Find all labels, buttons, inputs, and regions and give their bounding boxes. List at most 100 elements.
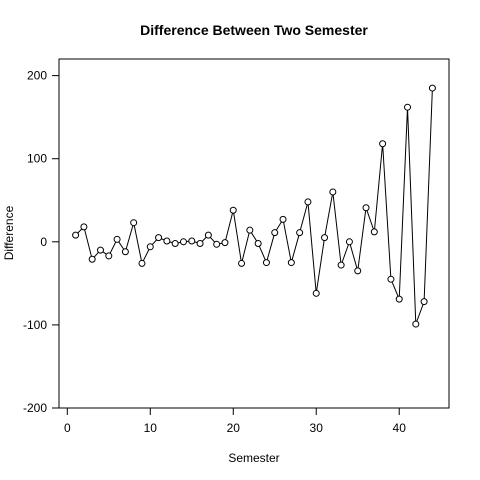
data-point — [312, 289, 320, 297]
x-axis: 0 10 20 30 40 — [64, 408, 406, 435]
line-segment — [275, 221, 282, 231]
data-point — [395, 295, 403, 303]
line-segment — [77, 228, 83, 234]
line-segment — [125, 225, 134, 250]
line-segment — [210, 237, 216, 243]
data-point — [105, 252, 113, 260]
line-segment — [102, 251, 107, 255]
x-tick-label: 20 — [227, 421, 241, 435]
data-point — [337, 261, 345, 269]
y-tick-label: -100 — [23, 318, 47, 332]
x-tick-label: 40 — [393, 421, 407, 435]
data-point — [121, 248, 129, 256]
line-segment — [423, 91, 433, 299]
data-point — [96, 246, 104, 254]
x-tick-label: 30 — [310, 421, 324, 435]
line-segment — [366, 210, 374, 230]
y-tick-label: 0 — [40, 235, 47, 249]
line-segment — [266, 235, 275, 260]
data-point — [362, 204, 370, 212]
x-axis-label: Semester — [228, 451, 279, 465]
line-segment — [357, 210, 367, 268]
data-point — [221, 239, 229, 247]
data-point — [296, 229, 304, 237]
line-segment — [118, 241, 125, 250]
data-point — [404, 103, 412, 111]
line-segment — [109, 241, 117, 254]
series-difference — [72, 84, 436, 328]
data-point — [354, 267, 362, 275]
x-tick-label: 10 — [144, 421, 158, 435]
data-point — [370, 228, 378, 236]
line-segment — [142, 249, 150, 261]
data-point — [155, 234, 163, 242]
data-point — [254, 239, 262, 247]
line-segment — [201, 236, 207, 242]
data-point — [420, 298, 428, 306]
y-tick-label: 100 — [27, 152, 47, 166]
y-tick-label: 200 — [27, 69, 47, 83]
line-segment — [251, 232, 257, 242]
data-point — [238, 259, 246, 267]
line-segment — [341, 244, 349, 263]
line-segment — [84, 229, 92, 257]
data-point — [329, 188, 337, 196]
line-segment — [299, 204, 308, 230]
data-point — [138, 259, 146, 267]
x-tick-label: 0 — [64, 421, 71, 435]
data-point — [88, 255, 96, 263]
data-point — [271, 229, 279, 237]
line-segment — [291, 235, 300, 260]
data-point — [345, 238, 353, 246]
y-axis: -200 -100 0 100 200 — [23, 69, 59, 415]
data-point — [80, 223, 88, 231]
data-point — [130, 219, 138, 227]
y-tick-label: -200 — [23, 401, 47, 415]
y-axis-label: Difference — [2, 205, 16, 260]
data-point — [428, 84, 436, 92]
data-point — [196, 239, 204, 247]
data-point — [113, 235, 121, 243]
line-segment — [324, 194, 333, 235]
data-point — [179, 238, 187, 246]
plot-frame — [58, 58, 450, 409]
line-segment — [233, 213, 242, 261]
line-segment — [391, 281, 399, 297]
line-segment — [283, 222, 292, 260]
line-segment — [241, 232, 250, 261]
data-point — [387, 275, 395, 283]
line-segment — [349, 244, 358, 269]
data-point — [213, 240, 221, 248]
line-segment — [407, 110, 417, 322]
data-point — [188, 237, 196, 245]
data-point — [412, 320, 420, 328]
line-segment — [258, 246, 266, 261]
data-point — [379, 140, 387, 148]
line-segment — [93, 252, 99, 258]
line-segment — [316, 240, 325, 291]
data-point — [171, 239, 179, 247]
data-point — [204, 231, 212, 239]
data-point — [262, 259, 270, 267]
data-point — [304, 198, 312, 206]
line-segment — [332, 194, 342, 263]
data-point — [146, 243, 154, 251]
data-point — [246, 226, 254, 234]
line-segment — [151, 239, 157, 245]
line-segment — [374, 146, 383, 229]
data-point — [321, 234, 329, 242]
line-segment — [225, 213, 233, 240]
line-segment — [416, 304, 424, 322]
line-segment — [398, 110, 408, 297]
data-point — [72, 231, 80, 239]
line-segment — [133, 225, 142, 261]
line-segment — [307, 204, 317, 291]
data-point — [279, 215, 287, 223]
data-point — [229, 206, 237, 214]
chart-title: Difference Between Two Semester — [140, 22, 368, 38]
data-point — [287, 259, 295, 267]
data-point — [163, 237, 171, 245]
line-segment — [382, 146, 392, 277]
